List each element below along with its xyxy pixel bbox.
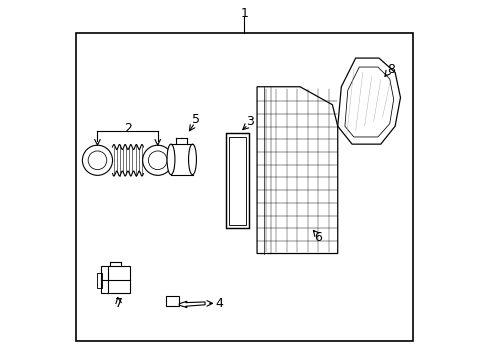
Bar bbox=[225, 134, 249, 228]
Text: 8: 8 bbox=[386, 63, 395, 76]
Text: 7: 7 bbox=[115, 297, 123, 310]
Text: 5: 5 bbox=[192, 113, 200, 126]
Text: 3: 3 bbox=[245, 116, 253, 129]
Bar bbox=[97, 273, 102, 288]
Text: 1: 1 bbox=[240, 7, 248, 20]
Text: 4: 4 bbox=[215, 297, 223, 310]
Text: 2: 2 bbox=[124, 122, 132, 135]
Text: 6: 6 bbox=[313, 231, 321, 244]
Bar bbox=[165, 296, 179, 306]
Ellipse shape bbox=[167, 144, 175, 175]
Bar bbox=[101, 266, 129, 293]
Bar bbox=[228, 136, 246, 225]
